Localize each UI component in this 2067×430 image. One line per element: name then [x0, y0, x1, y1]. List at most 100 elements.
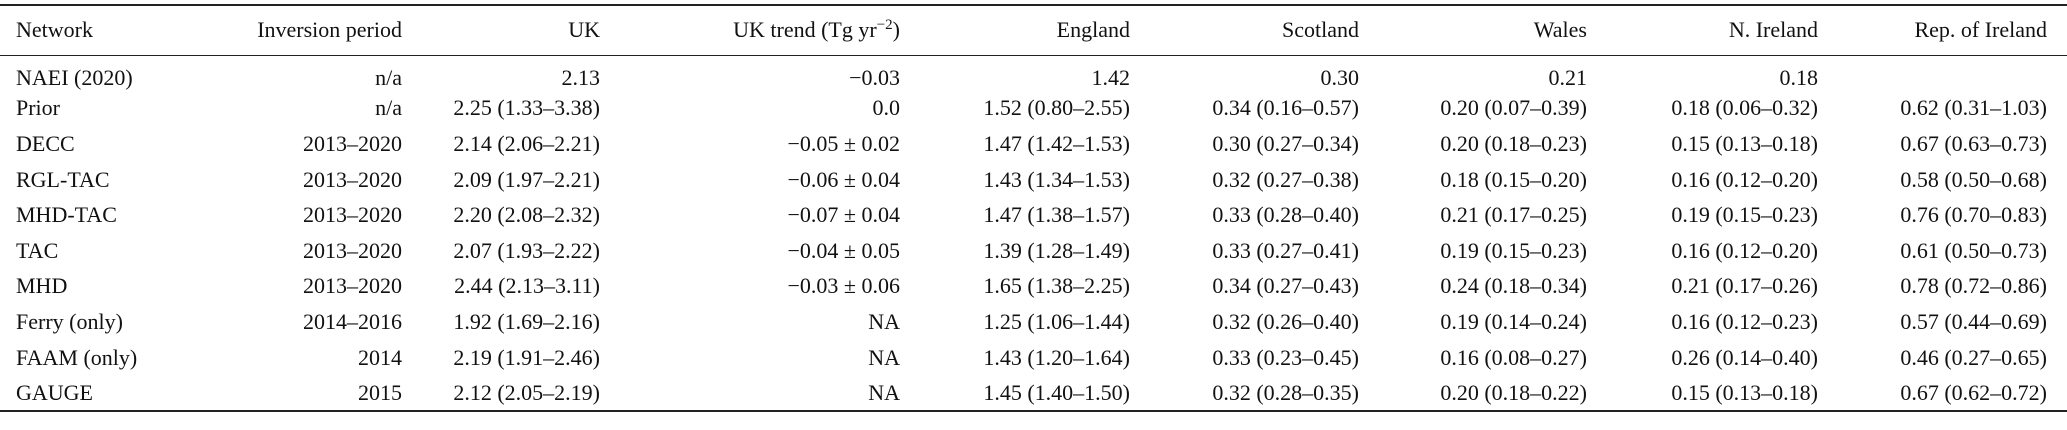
table-cell: −0.03 ± 0.06: [787, 273, 900, 299]
table-row: DECC 2013–2020 2.14 (2.06–2.21) −0.05 ± 0.0…: [0, 126, 2067, 162]
column-header: UK trend (Tg yr−2): [600, 5, 900, 55]
table-cell: 2.13: [561, 64, 601, 90]
table-header: Network Inversion period UK UK trend (Tg yr…: [0, 5, 2067, 55]
table-cell: −0.04 ± 0.05: [787, 237, 900, 263]
table-cell: −0.06 ± 0.04: [787, 166, 900, 192]
results-table: Network Inversion period UK UK trend (Tg yr…: [0, 4, 2067, 412]
table-cell: 0.16 (0.08–0.27): [1440, 344, 1587, 370]
table-cell: 0.15 (0.13–0.18): [1671, 130, 1818, 156]
empty-cell: [1818, 55, 2067, 91]
table-cell: 0.19 (0.14–0.24): [1440, 308, 1587, 334]
table-cell: 0.78 (0.72–0.86): [1900, 273, 2047, 299]
table-cell: n/a: [375, 95, 402, 121]
row-label: TAC: [16, 237, 59, 263]
header-text: UK trend (Tg yr: [733, 17, 877, 43]
row-label: Prior: [16, 95, 60, 121]
table-row: MHD-TAC 2013–2020 2.20 (2.08–2.32) −0.07 ± …: [0, 197, 2067, 233]
table-cell: 0.33 (0.23–0.45): [1212, 344, 1359, 370]
table-cell: 2014–2016: [303, 308, 402, 334]
row-label: RGL-TAC: [16, 166, 110, 192]
table-cell: 0.20 (0.07–0.39): [1440, 95, 1587, 121]
table-cell: 1.42: [1091, 64, 1131, 90]
table-cell: −0.05 ± 0.02: [787, 130, 900, 156]
table-cell: 0.61 (0.50–0.73): [1900, 237, 2047, 263]
table-cell: 1.65 (1.38–2.25): [983, 273, 1130, 299]
table-cell: 0.32 (0.26–0.40): [1212, 308, 1359, 334]
table-cell: 0.30: [1320, 64, 1360, 90]
header-exponent: −2: [876, 17, 893, 34]
table-cell: 2.20 (2.08–2.32): [453, 202, 600, 228]
table-cell: 2015: [358, 379, 402, 405]
table-cell: 2013–2020: [303, 237, 402, 263]
table-cell: 2.25 (1.33–3.38): [453, 95, 600, 121]
table-cell: 0.18 (0.15–0.20): [1440, 166, 1587, 192]
table-cell: 0.57 (0.44–0.69): [1900, 308, 2047, 334]
column-header: Rep. of Ireland: [1914, 17, 2047, 43]
table-cell: 1.43 (1.20–1.64): [983, 344, 1130, 370]
table-cell: 0.67 (0.63–0.73): [1900, 130, 2047, 156]
table-cell: 0.58 (0.50–0.68): [1900, 166, 2047, 192]
table-row: NAEI (2020) n/a 2.13 −0.03 1.42 0.30 0.21 0.18: [0, 55, 2067, 91]
table-cell: 0.21 (0.17–0.25): [1440, 202, 1587, 228]
table-cell: 0.67 (0.62–0.72): [1900, 379, 2047, 405]
table-cell: 0.46 (0.27–0.65): [1900, 344, 2047, 370]
table-body: NAEI (2020) n/a 2.13 −0.03 1.42 0.30 0.21 0.18 P…: [0, 55, 2067, 411]
table-cell: −0.07 ± 0.04: [787, 202, 900, 228]
row-label: MHD-TAC: [16, 202, 117, 228]
table-cell: 2.19 (1.91–2.46): [453, 344, 600, 370]
row-label: MHD: [16, 273, 68, 299]
table-cell: 0.33 (0.27–0.41): [1212, 237, 1359, 263]
table-cell: 2013–2020: [303, 130, 402, 156]
table-cell: 0.20 (0.18–0.23): [1440, 130, 1587, 156]
row-label: DECC: [16, 130, 75, 156]
table-cell: 0.18 (0.06–0.32): [1671, 95, 1818, 121]
table-row: RGL-TAC 2013–2020 2.09 (1.97–2.21) −0.06 ± …: [0, 162, 2067, 198]
table-cell: 1.25 (1.06–1.44): [983, 308, 1130, 334]
table-cell: 0.15 (0.13–0.18): [1671, 379, 1818, 405]
column-header: N. Ireland: [1728, 17, 1818, 43]
table-cell: 0.34 (0.16–0.57): [1212, 95, 1359, 121]
table-cell: 0.32 (0.27–0.38): [1212, 166, 1359, 192]
table-cell: 2013–2020: [303, 273, 402, 299]
table-cell: 0.32 (0.28–0.35): [1212, 379, 1359, 405]
table-cell: 0.76 (0.70–0.83): [1900, 202, 2047, 228]
table-cell: 2014: [358, 344, 402, 370]
header-text: ): [892, 17, 900, 43]
table-cell: NA: [868, 379, 900, 405]
row-label: Ferry (only): [16, 308, 123, 334]
table-cell: 0.20 (0.18–0.22): [1440, 379, 1587, 405]
table-cell: 1.92 (1.69–2.16): [453, 308, 600, 334]
table-cell: 0.62 (0.31–1.03): [1900, 95, 2047, 121]
table-cell: 2.14 (2.06–2.21): [453, 130, 600, 156]
column-header: Network: [16, 17, 93, 43]
table-cell: 2.12 (2.05–2.19): [453, 379, 600, 405]
table-cell: 0.24 (0.18–0.34): [1440, 273, 1587, 299]
table-cell: 0.26 (0.14–0.40): [1671, 344, 1818, 370]
table-row: FAAM (only) 2014 2.19 (1.91–2.46) NA 1.43 (1…: [0, 340, 2067, 376]
table-cell: 0.0: [872, 95, 901, 121]
column-header: Inversion period: [257, 17, 402, 43]
header-row: Network Inversion period UK UK trend (Tg yr…: [0, 5, 2067, 55]
column-header: Wales: [1533, 17, 1587, 43]
table-cell: 0.16 (0.12–0.20): [1671, 166, 1818, 192]
table-row: TAC 2013–2020 2.07 (1.93–2.22) −0.04 ± 0.05…: [0, 233, 2067, 269]
row-label: FAAM (only): [16, 344, 138, 370]
table-cell: 1.39 (1.28–1.49): [983, 237, 1130, 263]
table-cell: 2.07 (1.93–2.22): [453, 237, 600, 263]
table-cell: −0.03: [849, 64, 900, 90]
table-cell: 0.33 (0.28–0.40): [1212, 202, 1359, 228]
table-cell: 0.18: [1779, 64, 1819, 90]
column-header: England: [1056, 17, 1130, 43]
table-cell: 0.34 (0.27–0.43): [1212, 273, 1359, 299]
table-cell: 1.43 (1.34–1.53): [983, 166, 1130, 192]
table-cell: n/a: [375, 64, 402, 90]
table-cell: 2.09 (1.97–2.21): [453, 166, 600, 192]
table-row: MHD 2013–2020 2.44 (2.13–3.11) −0.03 ± 0.06…: [0, 269, 2067, 305]
table-row: Prior n/a 2.25 (1.33–3.38) 0.0 1.52 (0.80–2.…: [0, 91, 2067, 127]
table-cell: 1.47 (1.42–1.53): [983, 130, 1130, 156]
row-label: GAUGE: [16, 379, 93, 405]
table-cell: 1.47 (1.38–1.57): [983, 202, 1130, 228]
table-cell: 0.30 (0.27–0.34): [1212, 130, 1359, 156]
table-cell: 1.45 (1.40–1.50): [983, 379, 1130, 405]
